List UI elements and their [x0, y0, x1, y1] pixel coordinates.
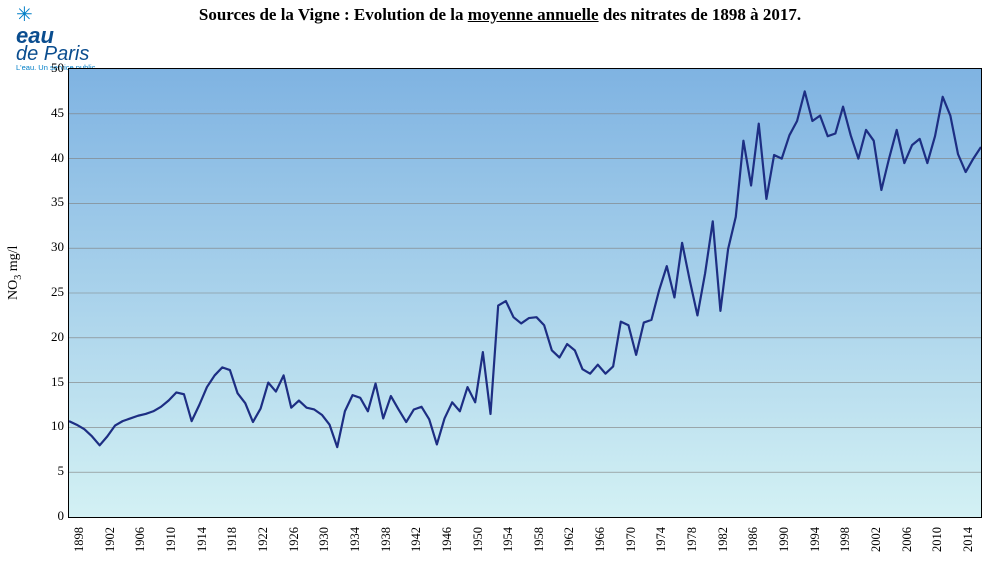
x-tick-label: 1906 [133, 527, 148, 552]
x-tick-label: 1938 [379, 527, 394, 552]
y-tick-label: 10 [51, 418, 64, 434]
x-tick-label: 1910 [164, 527, 179, 552]
x-tick-label: 1918 [225, 527, 240, 552]
x-tick-label: 1978 [685, 527, 700, 552]
x-tick-label: 1930 [317, 527, 332, 552]
x-tick-label: 1942 [409, 527, 424, 552]
x-tick-label: 1966 [593, 527, 608, 552]
y-tick-label: 25 [51, 284, 64, 300]
x-tick-label: 1974 [654, 527, 669, 552]
y-tick-label: 0 [58, 508, 65, 524]
x-tick-label: 2006 [900, 527, 915, 552]
x-tick-label: 1902 [103, 527, 118, 552]
y-tick-label: 20 [51, 329, 64, 345]
y-tick-label: 35 [51, 194, 64, 210]
x-tick-label: 2010 [930, 527, 945, 552]
chart-plot-area [68, 68, 982, 518]
y-tick-label: 5 [58, 463, 65, 479]
y-tick-label: 30 [51, 239, 64, 255]
x-tick-label: 1926 [287, 527, 302, 552]
x-tick-label: 1950 [471, 527, 486, 552]
x-tick-label: 1994 [808, 527, 823, 552]
x-tick-label: 1954 [501, 527, 516, 552]
x-tick-label: 1946 [440, 527, 455, 552]
y-tick-label: 45 [51, 105, 64, 121]
x-tick-label: 1962 [562, 527, 577, 552]
x-tick-label: 1914 [195, 527, 210, 552]
chart-svg [69, 69, 981, 517]
x-tick-label: 1986 [746, 527, 761, 552]
x-tick-label: 1898 [72, 527, 87, 552]
x-tick-label: 1990 [777, 527, 792, 552]
chart-title: Sources de la Vigne : Evolution de la mo… [0, 5, 1000, 25]
x-tick-label: 2014 [961, 527, 976, 552]
x-tick-label: 1982 [716, 527, 731, 552]
title-prefix: Sources de la Vigne : Evolution de la [199, 5, 468, 24]
y-axis-label: NO3 mg/l [6, 246, 24, 300]
y-tick-label: 15 [51, 374, 64, 390]
title-suffix: des nitrates de 1898 à 2017. [599, 5, 802, 24]
x-tick-label: 1922 [256, 527, 271, 552]
y-tick-label: 50 [51, 60, 64, 76]
x-tick-label: 1934 [348, 527, 363, 552]
x-tick-label: 1958 [532, 527, 547, 552]
y-tick-label: 40 [51, 150, 64, 166]
x-tick-label: 2002 [869, 527, 884, 552]
x-tick-label: 1970 [624, 527, 639, 552]
x-tick-label: 1998 [838, 527, 853, 552]
title-underlined: moyenne annuelle [468, 5, 599, 24]
